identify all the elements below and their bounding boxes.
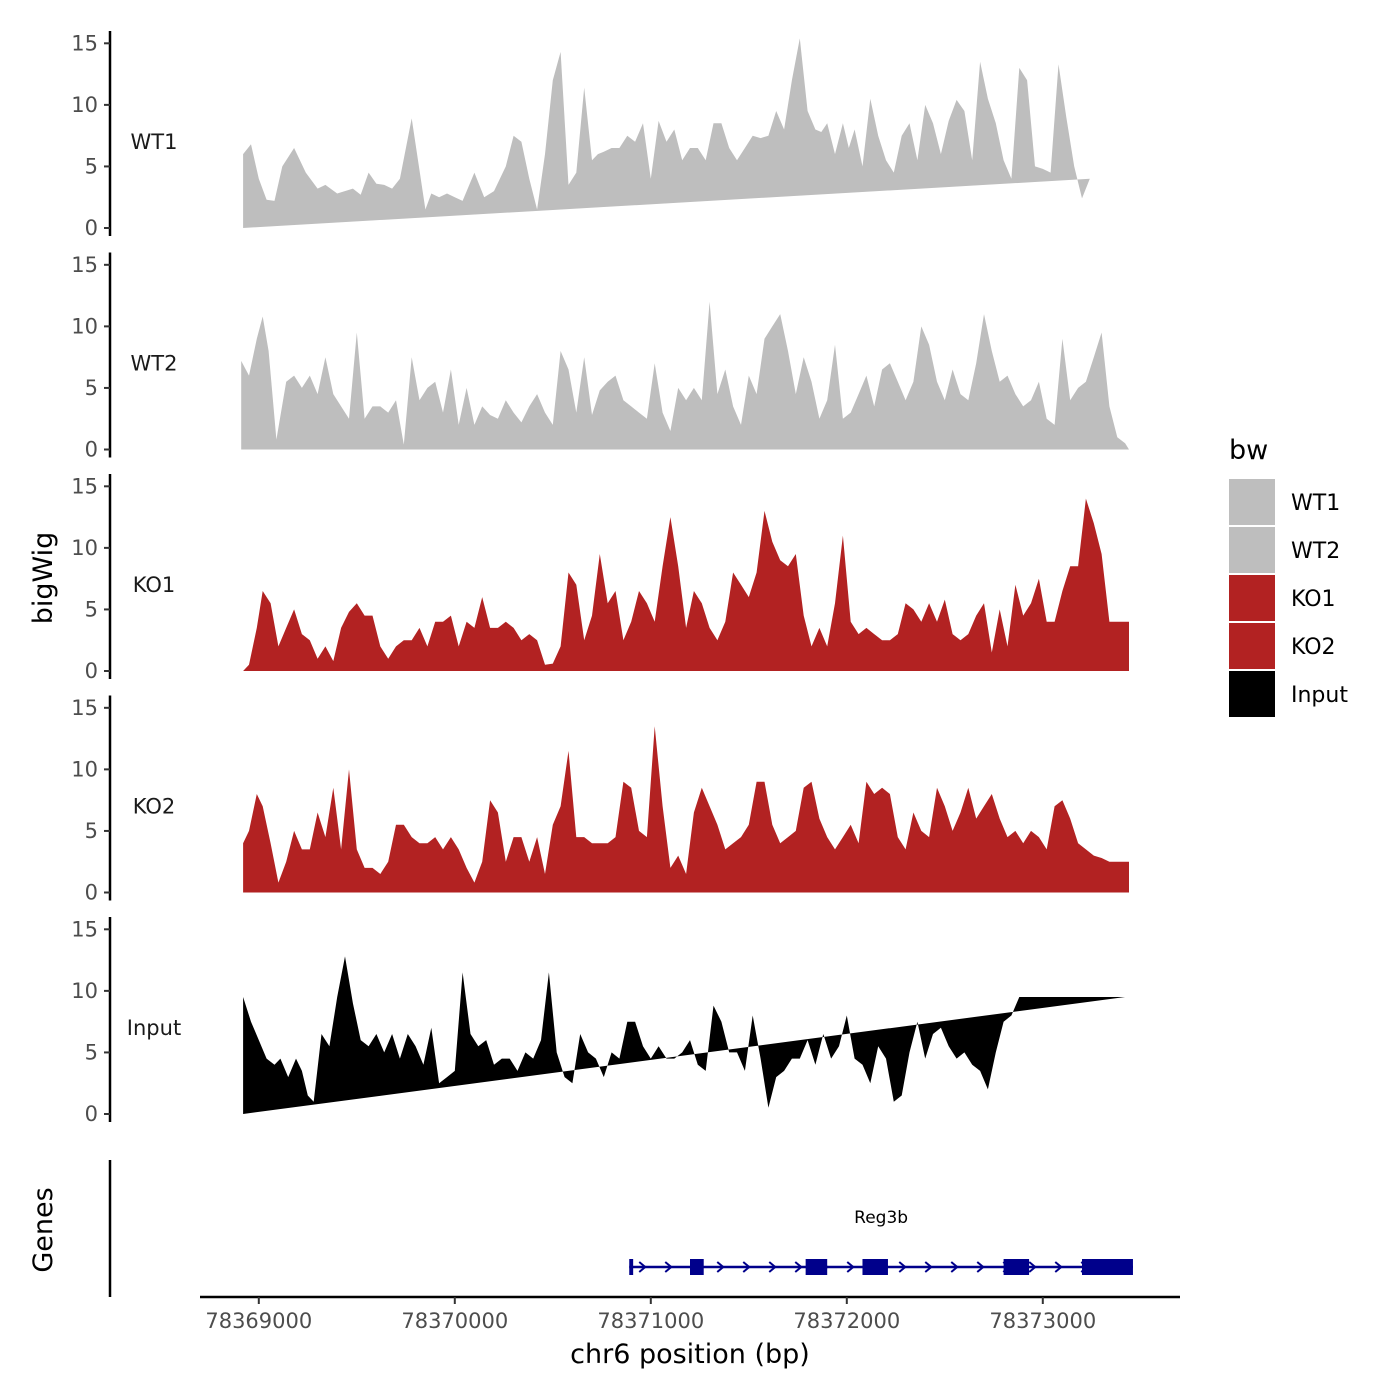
- x-tick-label: 78371000: [597, 1309, 704, 1333]
- x-tick-label: 78369000: [205, 1309, 312, 1333]
- legend-label-input: Input: [1291, 683, 1348, 708]
- y-tick-label: 0: [85, 216, 98, 240]
- y-tick-label: 10: [71, 93, 98, 117]
- y-tick-label: 5: [85, 154, 98, 178]
- y-tick-label: 10: [71, 314, 98, 338]
- track-area-ko1: [243, 498, 1130, 671]
- strand-arrow: [716, 1261, 725, 1273]
- legend-label-ko1: KO1: [1291, 587, 1336, 612]
- track-panel-wt2: 0 5 10 15 WT2: [71, 252, 1129, 462]
- legend-label-wt1: WT1: [1291, 491, 1340, 516]
- strand-arrow: [976, 1261, 985, 1273]
- y-tick-label: 5: [85, 597, 98, 621]
- legend-key-ko1: [1229, 575, 1275, 621]
- gene-track: Reg3b 78369000 78370000 78371000 78372000 783…: [108, 1160, 1180, 1333]
- strand-arrow: [1028, 1261, 1037, 1273]
- strand-arrow: [924, 1261, 933, 1273]
- strand-arrow: [638, 1261, 647, 1273]
- strand-arrow: [742, 1261, 751, 1273]
- y-tick-label: 10: [71, 536, 98, 560]
- y-tick-label: 15: [71, 696, 98, 720]
- track-panel-ko1: 0 5 10 15 KO1: [71, 474, 1130, 683]
- legend-title: bw: [1229, 435, 1268, 466]
- gene-exon: [690, 1259, 704, 1275]
- strand-arrow: [846, 1261, 855, 1273]
- y-tick-label: 5: [85, 1040, 98, 1064]
- tracks-layer: 0 5 10 15 WT1 0 5 10 15 WT2 0 5 10 15 KO1 0 5 10 15 KO2 0 5 10…: [71, 31, 1130, 1126]
- track-label-ko2: KO2: [133, 794, 176, 818]
- y-tick-label: 5: [85, 819, 98, 843]
- y-tick-label: 15: [71, 474, 98, 498]
- track-area-input: [243, 956, 1126, 1114]
- legend-label-ko2: KO2: [1291, 635, 1336, 660]
- x-tick-label: 78370000: [401, 1309, 508, 1333]
- y-tick-label: 15: [71, 917, 98, 941]
- strand-arrow: [768, 1261, 777, 1273]
- track-area-wt2: [241, 301, 1129, 450]
- y-tick-label: 0: [85, 881, 98, 905]
- y-tick-label: 0: [85, 1102, 98, 1126]
- strand-arrow: [794, 1261, 803, 1273]
- gene-exon: [805, 1259, 828, 1275]
- legend: bw WT1 WT2 KO1 KO2 Input: [1229, 435, 1348, 717]
- track-label-input: Input: [127, 1016, 181, 1040]
- gene-exon: [862, 1259, 888, 1275]
- gene-exon: [1082, 1259, 1133, 1275]
- track-area-ko2: [243, 726, 1130, 893]
- track-label-wt2: WT2: [131, 351, 178, 375]
- gene-exon: [1003, 1259, 1030, 1275]
- legend-key-wt2: [1229, 527, 1275, 573]
- y-tick-label: 0: [85, 659, 98, 683]
- x-tick-label: 78372000: [793, 1309, 900, 1333]
- strand-arrow: [1054, 1261, 1063, 1273]
- strand-arrow: [898, 1261, 907, 1273]
- track-label-ko1: KO1: [133, 573, 176, 597]
- gene-label: Reg3b: [854, 1208, 908, 1228]
- track-label-wt1: WT1: [131, 130, 178, 154]
- y-tick-label: 10: [71, 979, 98, 1003]
- strand-arrow: [664, 1261, 673, 1273]
- gene-exon: [629, 1259, 634, 1275]
- genes-axis-title: Genes: [28, 1187, 59, 1272]
- track-area-wt1: [243, 38, 1090, 229]
- track-panel-wt1: 0 5 10 15 WT1: [71, 31, 1090, 240]
- y-tick-label: 10: [71, 757, 98, 781]
- y-tick-label: 15: [71, 253, 98, 277]
- strand-arrow: [950, 1261, 959, 1273]
- y-axis-title: bigWig: [28, 532, 59, 625]
- legend-label-wt2: WT2: [1291, 539, 1340, 564]
- x-axis-title: chr6 position (bp): [570, 1339, 810, 1370]
- track-panel-ko2: 0 5 10 15 KO2: [71, 695, 1130, 905]
- track-panel-input: 0 5 10 15 Input: [71, 917, 1126, 1126]
- y-tick-label: 5: [85, 376, 98, 400]
- y-tick-label: 15: [71, 31, 98, 55]
- y-tick-label: 0: [85, 438, 98, 462]
- legend-key-wt1: [1229, 479, 1275, 525]
- x-tick-label: 78373000: [989, 1309, 1096, 1333]
- legend-key-input: [1229, 671, 1275, 717]
- legend-key-ko2: [1229, 623, 1275, 669]
